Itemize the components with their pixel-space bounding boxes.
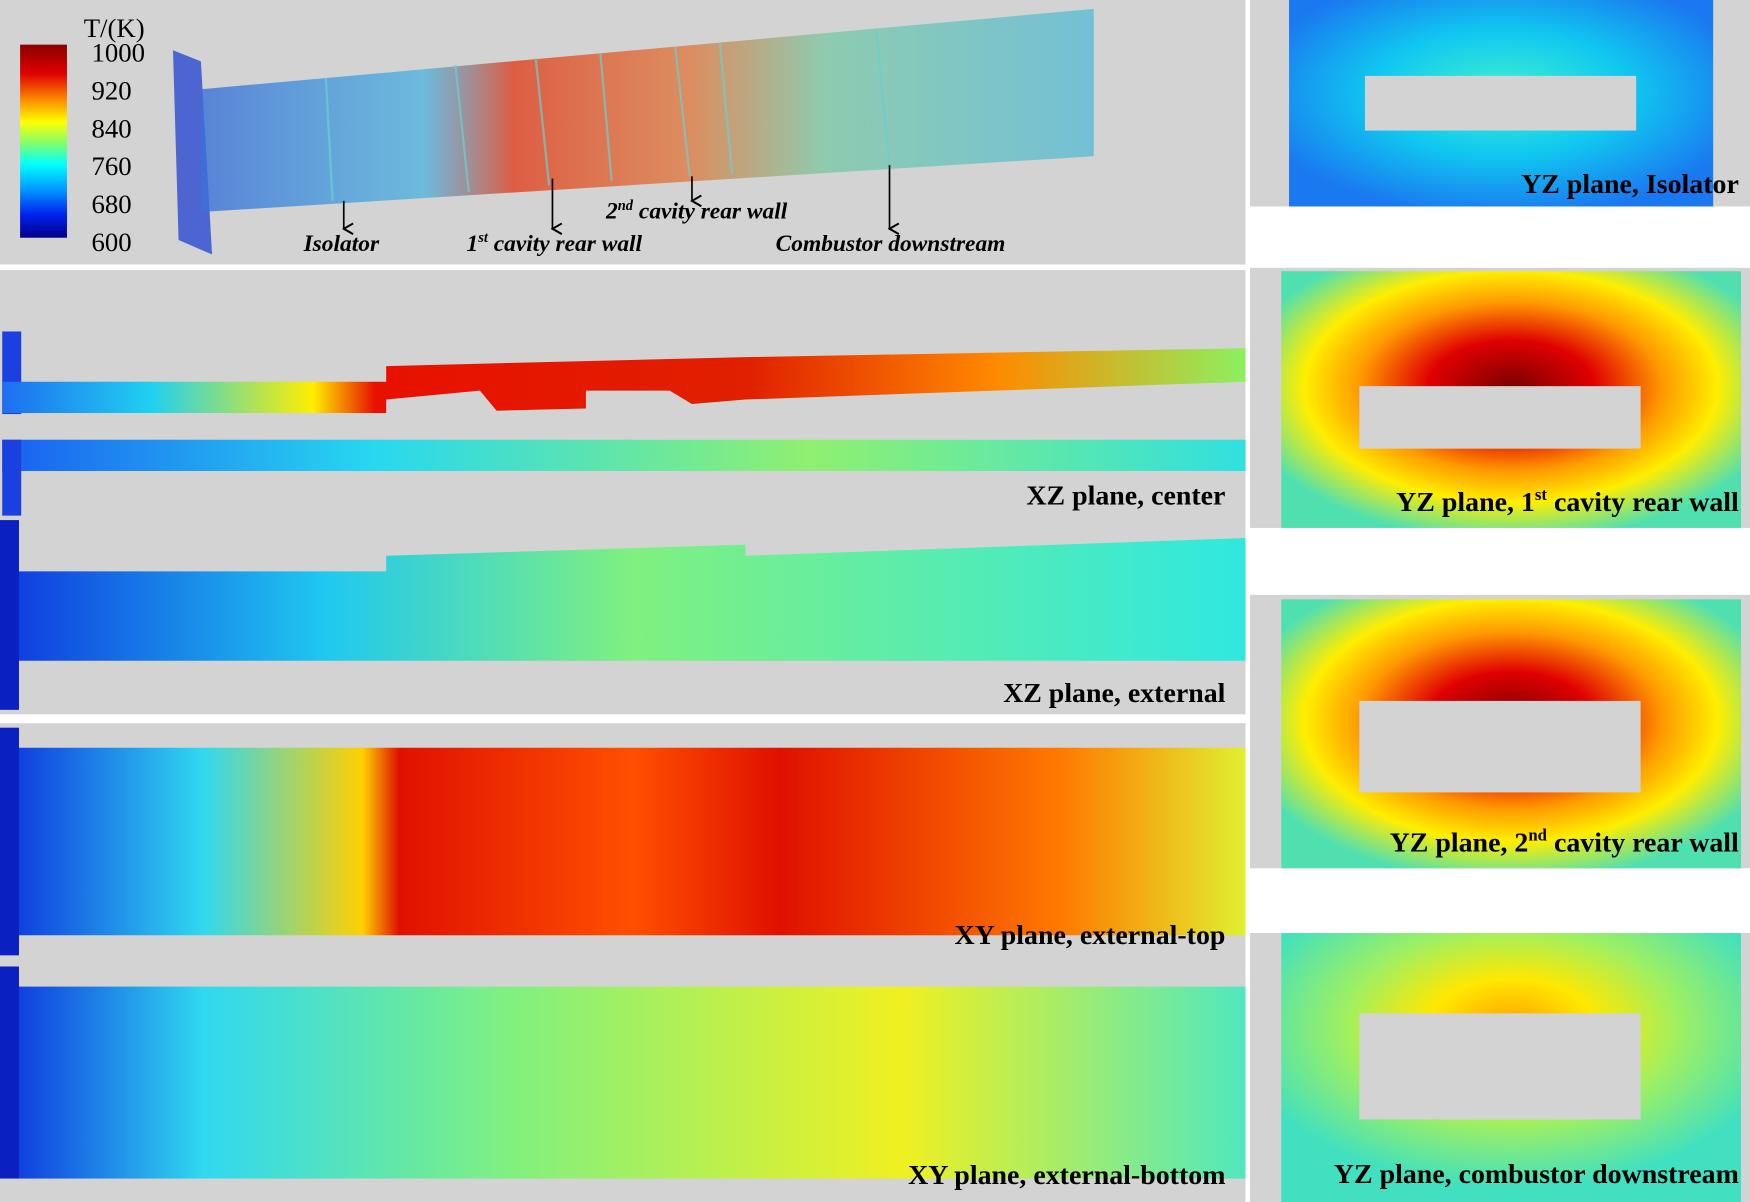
colorbar-tick-label: 920 bbox=[92, 75, 132, 105]
label-sup: nd bbox=[1528, 825, 1547, 844]
label-number: 2 bbox=[1514, 828, 1528, 859]
label-text: YZ plane, bbox=[1396, 487, 1521, 518]
annotation-number: 1 bbox=[467, 231, 479, 257]
colorbar-tick-label: 760 bbox=[92, 151, 132, 181]
colorbar-tick-label: 680 bbox=[92, 189, 132, 219]
colorbar-tick-label: 840 bbox=[92, 113, 132, 143]
solid bbox=[1359, 700, 1641, 793]
field-xy-top bbox=[18, 747, 1246, 936]
annotation-sup: st bbox=[477, 230, 489, 246]
annotation-sup: nd bbox=[618, 198, 634, 214]
field-xz-center-lower bbox=[2, 439, 1246, 471]
colorbar-tick-label: 1000 bbox=[92, 37, 146, 67]
annotation-number: 2 bbox=[605, 199, 618, 225]
annotation: 1st cavity rear wall bbox=[467, 230, 643, 257]
label-number: 1 bbox=[1521, 487, 1535, 518]
colorbar-tick-label: 600 bbox=[92, 227, 132, 257]
colorbar-title: T/(K) bbox=[84, 13, 145, 43]
panel-label: YZ plane, 1st cavity rear wall bbox=[1396, 485, 1739, 518]
annotation-text: Isolator bbox=[303, 231, 380, 257]
label-text: cavity rear wall bbox=[1547, 487, 1739, 518]
field-xz-center bbox=[2, 348, 1246, 413]
flange bbox=[0, 727, 19, 956]
flange bbox=[2, 439, 22, 516]
annotation-text: cavity rear wall bbox=[488, 231, 643, 257]
panel-label: XY plane, external-bottom bbox=[908, 1160, 1225, 1191]
flange bbox=[0, 520, 19, 710]
panel-label: YZ plane, 2nd cavity rear wall bbox=[1390, 825, 1739, 858]
solid bbox=[1364, 75, 1637, 131]
panel-label: YZ plane, combustor downstream bbox=[1334, 1159, 1739, 1190]
colorbar-ticks: 1000 920 840 760 680 600 bbox=[92, 37, 146, 257]
field-xz-external bbox=[18, 537, 1246, 661]
duct-3d bbox=[200, 8, 1094, 213]
annotation-text: Combustor downstream bbox=[776, 231, 1006, 257]
solid bbox=[1359, 386, 1641, 449]
section-lines bbox=[324, 28, 891, 201]
annotation: 2nd cavity rear wall bbox=[605, 198, 788, 225]
solid bbox=[1359, 1013, 1641, 1120]
label-text: YZ plane, Isolator bbox=[1521, 169, 1739, 200]
annotation: Isolator bbox=[303, 231, 380, 257]
annotation-text: cavity rear wall bbox=[633, 199, 788, 225]
label-sup: st bbox=[1535, 485, 1548, 504]
flange bbox=[0, 966, 19, 1179]
arrows bbox=[344, 165, 890, 229]
panel-label: YZ plane, Isolator bbox=[1521, 169, 1739, 200]
label-text: YZ plane, bbox=[1390, 828, 1515, 859]
field-xy-bottom bbox=[18, 986, 1246, 1179]
colorbar bbox=[20, 44, 67, 238]
annotation: Combustor downstream bbox=[776, 231, 1006, 257]
panel-label: XZ plane, center bbox=[1026, 480, 1225, 511]
panel-label: XZ plane, external bbox=[1003, 678, 1226, 709]
panel-label: XY plane, external-top bbox=[955, 920, 1226, 951]
label-text: YZ plane, combustor downstream bbox=[1334, 1159, 1739, 1190]
label-text: cavity rear wall bbox=[1547, 828, 1739, 859]
